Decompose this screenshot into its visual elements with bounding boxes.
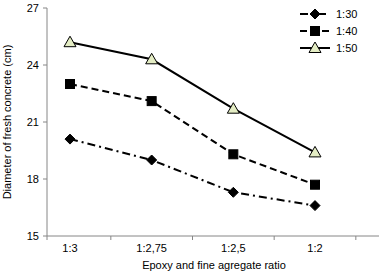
series-marker xyxy=(146,53,158,64)
x-tick xyxy=(110,236,111,240)
series-marker xyxy=(65,134,75,144)
y-tick xyxy=(43,236,47,237)
series-marker xyxy=(229,150,238,159)
series-marker xyxy=(309,146,321,157)
x-axis xyxy=(47,236,379,237)
y-tick-label: 27 xyxy=(27,2,39,14)
x-tick xyxy=(47,236,48,240)
y-axis-label: Diameter of fresh concrete (cm) xyxy=(1,45,13,200)
series-marker xyxy=(66,80,75,89)
x-axis-label: Epoxy and fine agregate ratio xyxy=(142,259,286,271)
x-tick-label: 1:2,75 xyxy=(136,242,167,254)
series-marker xyxy=(310,201,320,211)
legend-marker xyxy=(310,9,320,19)
y-tick-label: 24 xyxy=(27,59,39,71)
x-tick xyxy=(274,236,275,240)
x-tick xyxy=(355,236,356,240)
x-tick-label: 1:2,5 xyxy=(221,242,245,254)
y-tick xyxy=(43,8,47,9)
series-line xyxy=(70,42,315,152)
legend-label: 1:30 xyxy=(336,8,357,20)
x-tick-label: 1:3 xyxy=(62,242,77,254)
legend-marker xyxy=(309,42,321,53)
x-tick xyxy=(192,236,193,240)
series-line xyxy=(70,139,315,206)
chart: 15 18 21 24 27 1:3 1:2,75 1:2,5 1:2 Epoxy and fin… xyxy=(0,0,382,274)
series-marker xyxy=(311,180,320,189)
series-line xyxy=(70,84,315,185)
legend-label: 1:40 xyxy=(336,25,357,37)
y-tick xyxy=(43,122,47,123)
legend-marker xyxy=(311,27,320,36)
series-marker xyxy=(227,103,239,114)
legend-label: 1:50 xyxy=(336,42,357,54)
series-marker xyxy=(147,97,156,106)
y-tick-label: 18 xyxy=(27,173,39,185)
series-marker xyxy=(64,36,76,47)
series-marker xyxy=(228,187,238,197)
y-tick-label: 15 xyxy=(27,230,39,242)
y-tick-label: 21 xyxy=(27,116,39,128)
y-tick xyxy=(43,179,47,180)
x-tick-label: 1:2 xyxy=(307,242,322,254)
plot-area xyxy=(64,36,321,210)
series-marker xyxy=(147,155,157,165)
y-tick xyxy=(43,65,47,66)
